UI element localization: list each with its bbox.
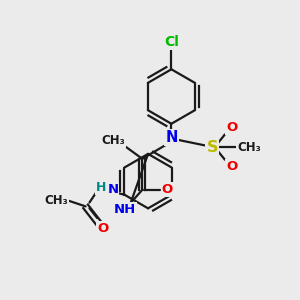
Text: O: O — [98, 222, 109, 235]
Text: H: H — [96, 182, 106, 194]
Text: O: O — [162, 183, 173, 196]
Text: CH₃: CH₃ — [237, 141, 261, 154]
Text: O: O — [226, 121, 237, 134]
Text: N: N — [107, 183, 118, 196]
Text: NH: NH — [114, 203, 136, 216]
Text: CH₃: CH₃ — [44, 194, 68, 207]
Text: Cl: Cl — [164, 35, 179, 49]
Text: O: O — [226, 160, 237, 173]
Text: S: S — [206, 140, 218, 154]
Text: CH₃: CH₃ — [101, 134, 125, 147]
Text: N: N — [165, 130, 178, 145]
